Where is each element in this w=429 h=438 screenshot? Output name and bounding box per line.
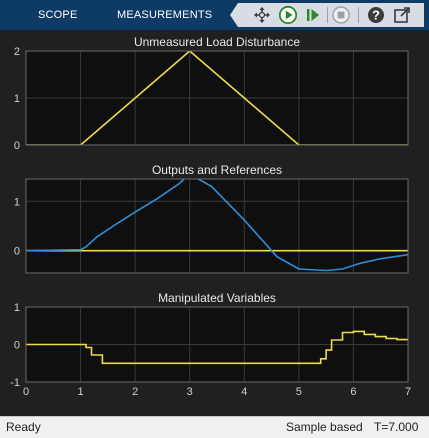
signal-select-icon[interactable] [252,5,272,25]
status-bar: Ready Sample based T=7.000 [0,416,429,438]
x-tick-label: 1 [78,386,84,398]
toolbar-separator [358,7,359,23]
stop-icon[interactable] [331,5,351,25]
x-tick-label: 6 [350,386,356,398]
y-tick-label: 0 [14,246,20,258]
simulation-time: T=7.000 [374,420,419,434]
scope-plots: Unmeasured Load Disturbance 012 Outputs … [10,35,411,398]
x-tick-label: 0 [23,386,29,398]
axes-outputs-references[interactable]: 01 [14,174,409,274]
axes-border [25,50,409,146]
x-tick-label: 5 [296,386,302,398]
axes-load-disturbance[interactable]: 0 1 2 [14,46,409,152]
y-tick-label: 2 [14,46,20,58]
svg-text:?: ? [372,8,380,23]
axes-border [25,306,409,383]
sampling-mode: Sample based [286,420,363,434]
tab-measurements[interactable]: MEASUREMENTS [117,9,213,21]
x-tick-label: 3 [187,386,193,398]
axes-manipulated-variables[interactable]: 0 1 2 3 4 5 6 7-101 [10,302,411,398]
y-tick-label: 0 [14,340,20,352]
x-tick-label: 4 [241,386,247,398]
status-text: Ready [6,420,41,434]
axes-border [25,178,409,274]
plot-title: Outputs and References [152,163,282,177]
step-forward-icon[interactable] [303,5,323,25]
toolbar-separator [327,7,328,23]
y-tick-label: -1 [10,377,20,389]
toolstrip: SCOPE MEASUREMENTS [0,0,429,30]
plot-title: Manipulated Variables [158,291,276,305]
help-icon[interactable]: ? [366,5,386,25]
y-tick-label: 1 [14,196,20,208]
run-icon[interactable] [278,5,298,25]
quick-access-toolbar: ? [230,3,424,27]
toolbar-notch [230,3,238,27]
tab-scope[interactable]: SCOPE [38,9,78,21]
series-line-blue [26,179,408,272]
y-tick-label: 1 [14,93,20,105]
y-tick-label: 1 [14,302,20,314]
plot-title: Unmeasured Load Disturbance [134,35,300,49]
series-line-yellow [26,330,408,365]
undock-icon[interactable] [392,5,412,25]
x-tick-label: 2 [132,386,138,398]
x-tick-label: 7 [405,386,411,398]
axes-background [26,179,408,273]
y-tick-label: 0 [14,140,20,152]
